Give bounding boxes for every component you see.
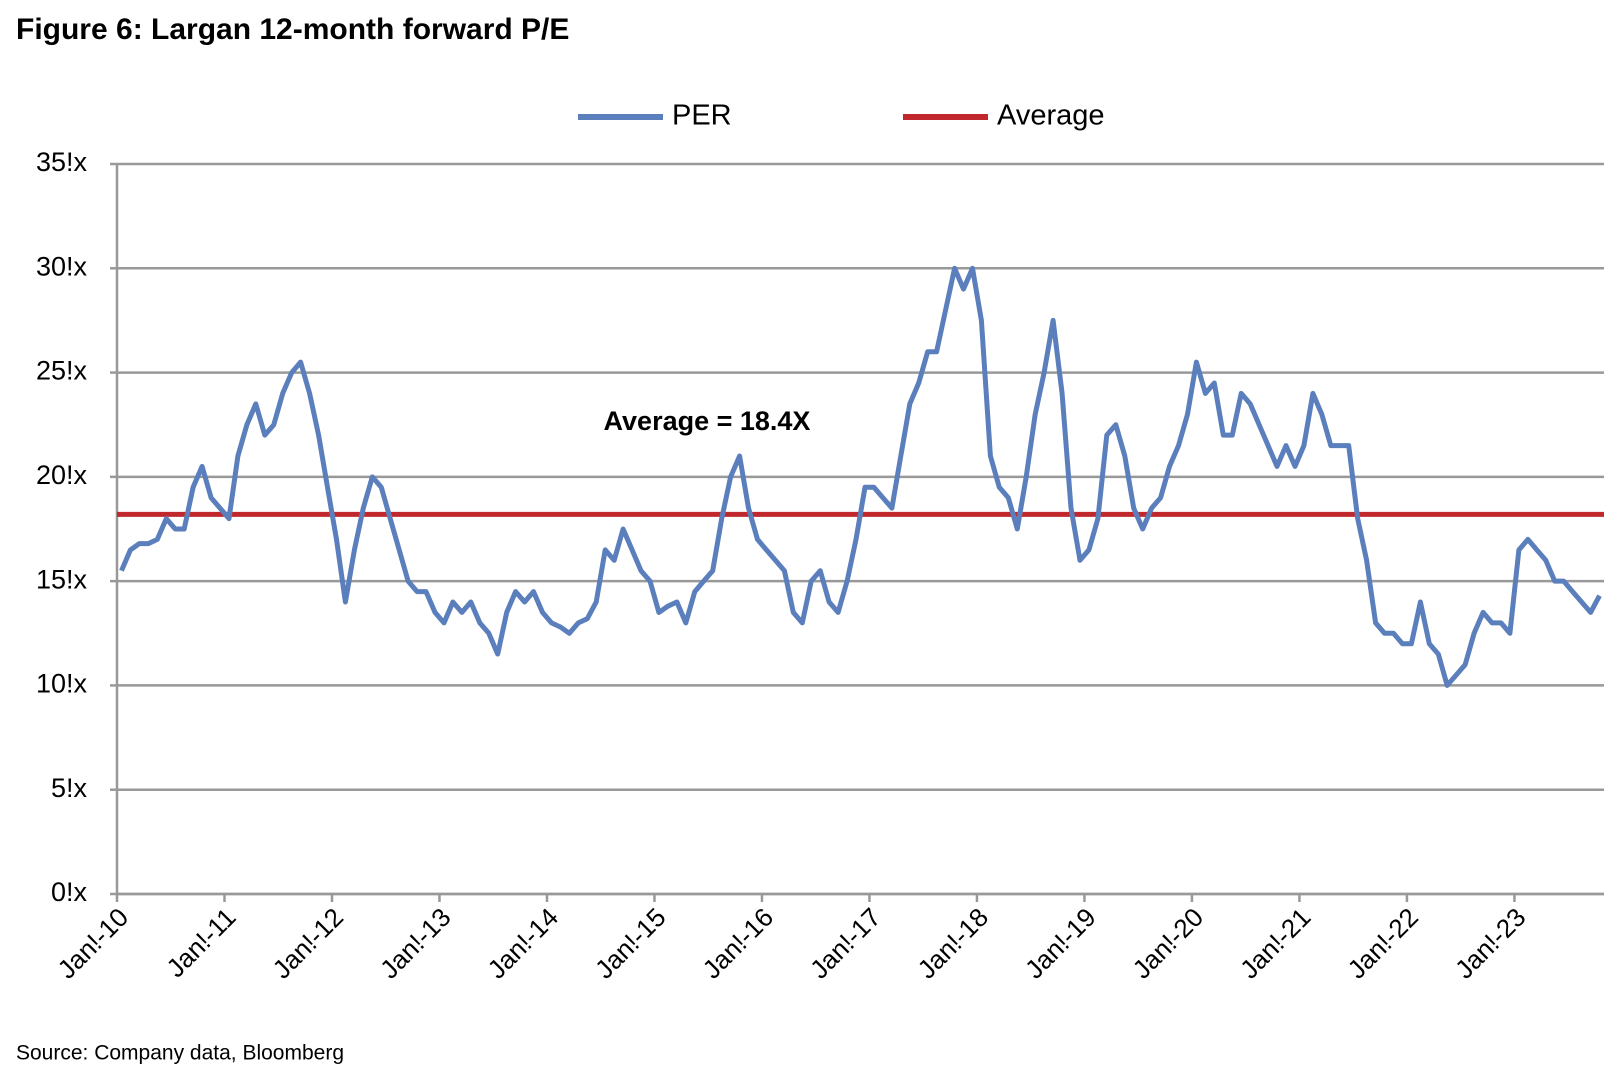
chart-title: Figure 6: Largan 12-month forward P/E [16,13,569,46]
x-tick-label: Jan!-15 [589,902,672,985]
x-tick-label: Jan!-22 [1341,902,1424,985]
source-note: Source: Company data, Bloomberg [16,1042,344,1065]
x-tick-label: Jan!-16 [697,902,780,985]
per-line [119,265,1602,688]
x-tick-label: Jan!-21 [1234,902,1317,985]
x-tick-label: Jan!-18 [912,902,995,985]
y-tick-label: 0!x [51,877,88,907]
y-tick-label: 15!x [36,564,88,594]
x-tick-label: Jan!-13 [374,902,457,985]
y-tick-label: 20!x [36,460,88,490]
y-tick-label: 35!x [36,147,88,177]
y-tick-label: 30!x [36,251,88,281]
annotation: Average = 18.4X [604,406,811,436]
y-tick-label: 10!x [36,669,88,699]
y-tick-label: 5!x [51,773,88,803]
x-tick-label: Jan!-10 [52,902,135,985]
x-tick-label: Jan!-11 [160,902,241,983]
legend-label: PER [672,100,732,132]
x-tick-label: Jan!-19 [1019,902,1102,985]
x-tick-label: Jan!-20 [1127,902,1210,985]
x-tick-label: Jan!-17 [804,902,887,985]
x-tick-label: Jan!-14 [482,902,565,985]
y-tick-label: 25!x [36,356,88,386]
legend-label: Average [997,100,1105,132]
x-tick-label: Jan!-12 [267,902,350,985]
x-tick-label: Jan!-23 [1449,902,1532,985]
